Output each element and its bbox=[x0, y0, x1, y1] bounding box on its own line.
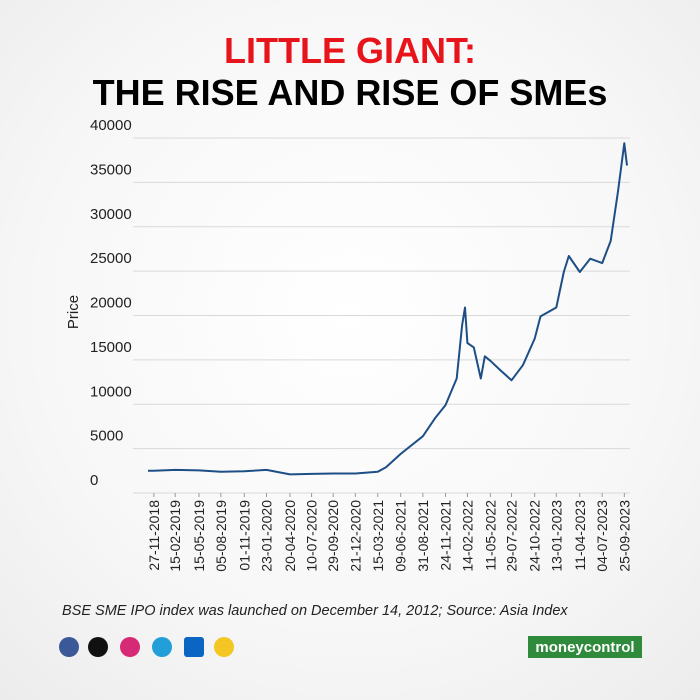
x-tick-label: 11-04-2023 bbox=[572, 500, 588, 571]
x-tick-label: 24-10-2022 bbox=[527, 500, 543, 572]
y-tick-label: 15000 bbox=[90, 339, 132, 356]
instagram-icon[interactable] bbox=[120, 637, 140, 657]
x-tick-label: 10-07-2020 bbox=[304, 500, 320, 572]
chart-title: LITTLE GIANT: bbox=[224, 30, 476, 71]
x-tick-label: 25-09-2023 bbox=[616, 500, 632, 572]
y-tick-label: 35000 bbox=[90, 161, 132, 178]
x-tick-label: 23-01-2020 bbox=[258, 500, 274, 572]
y-axis-label: Price bbox=[65, 295, 82, 329]
x-tick-label: 15-03-2021 bbox=[370, 500, 386, 572]
x-tick-label: 15-02-2019 bbox=[167, 500, 183, 572]
koo-icon[interactable] bbox=[214, 637, 234, 657]
x-tick-label: 11-05-2022 bbox=[482, 500, 498, 571]
y-tick-label: 40000 bbox=[90, 117, 132, 134]
x-tick-label: 29-09-2020 bbox=[325, 500, 341, 572]
x-tick-label: 20-04-2020 bbox=[282, 500, 298, 572]
plot bbox=[148, 142, 628, 476]
x-tick-label: 14-02-2022 bbox=[459, 500, 475, 572]
y-tick-label: 25000 bbox=[90, 250, 132, 267]
source-note: BSE SME IPO index was launched on Decemb… bbox=[62, 603, 568, 619]
chart-subtitle: THE RISE AND RISE OF SMEs bbox=[93, 72, 608, 113]
x-tick-label: 29-07-2022 bbox=[503, 500, 519, 572]
x-tick-label: 31-08-2021 bbox=[415, 500, 431, 572]
x-tick-label: 05-08-2019 bbox=[213, 500, 229, 572]
x-tick-label: 04-07-2023 bbox=[594, 500, 610, 572]
y-tick-label: 10000 bbox=[90, 383, 132, 400]
x-tick-label: 15-05-2019 bbox=[191, 500, 207, 572]
logo-box bbox=[528, 636, 642, 658]
grid: 0 5000 10000 15000 20000 25000 30000 35000 40000… bbox=[90, 117, 632, 572]
linkedin-icon[interactable] bbox=[184, 637, 204, 657]
x-tick-label: 13-01-2023 bbox=[548, 500, 564, 572]
facebook-icon[interactable] bbox=[59, 637, 79, 657]
social-icons bbox=[59, 637, 234, 657]
x-tick-label: 27-11-2018 bbox=[146, 500, 162, 571]
x-tick-label: 24-11-2021 bbox=[438, 500, 454, 571]
x-icon[interactable] bbox=[88, 637, 108, 657]
x-tick-label: 09-06-2021 bbox=[393, 500, 409, 572]
y-tick-label: 0 bbox=[90, 472, 98, 489]
x-tick-label: 21-12-2020 bbox=[347, 500, 363, 572]
x-tick-label: 01-11-2019 bbox=[236, 500, 252, 571]
y-tick-label: 5000 bbox=[90, 428, 123, 445]
price-line bbox=[148, 142, 628, 476]
y-tick-label: 30000 bbox=[90, 206, 132, 223]
telegram-icon[interactable] bbox=[152, 637, 172, 657]
logo: moneycontrol bbox=[535, 639, 634, 656]
y-tick-label: 20000 bbox=[90, 295, 132, 312]
